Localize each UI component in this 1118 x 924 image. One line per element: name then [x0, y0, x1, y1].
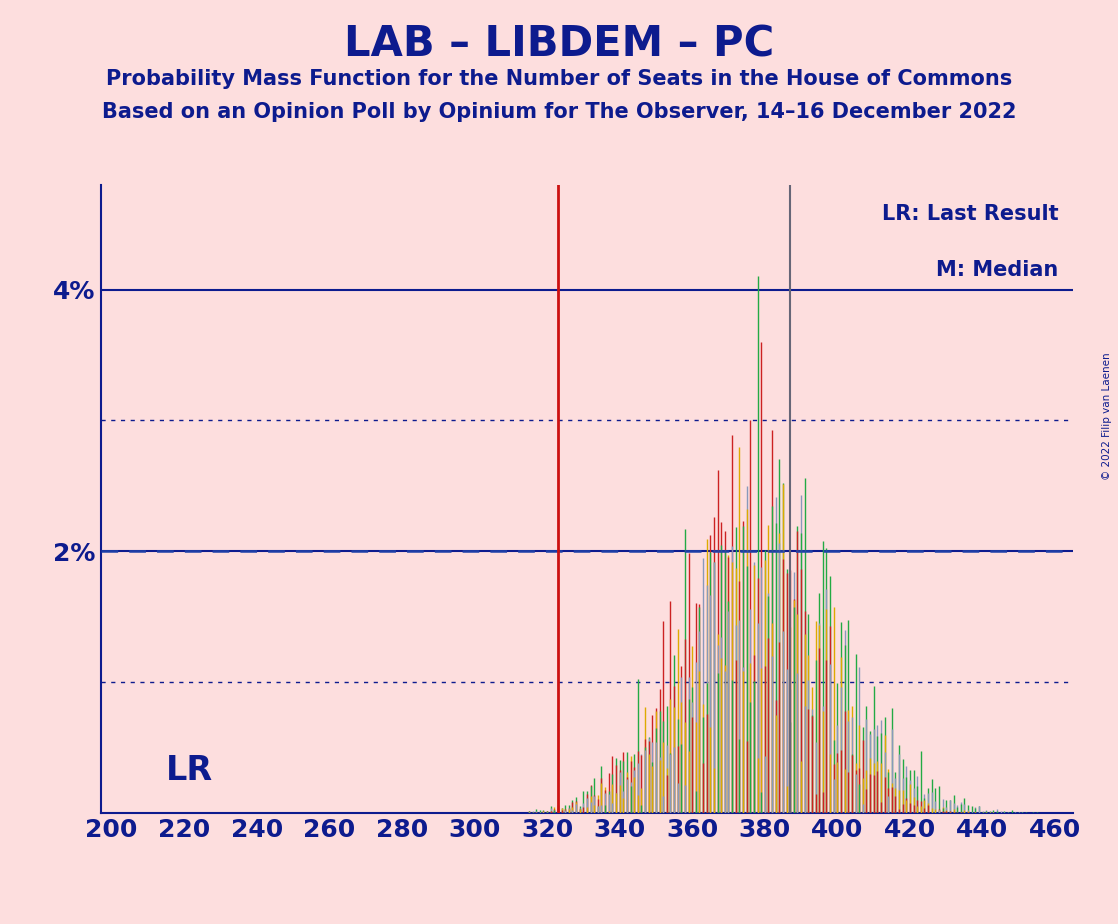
- Text: M: Median: M: Median: [937, 261, 1059, 280]
- Text: LAB – LIBDEM – PC: LAB – LIBDEM – PC: [344, 23, 774, 65]
- Text: Probability Mass Function for the Number of Seats in the House of Commons: Probability Mass Function for the Number…: [106, 69, 1012, 90]
- Text: LR: Last Result: LR: Last Result: [882, 203, 1059, 224]
- Text: Based on an Opinion Poll by Opinium for The Observer, 14–16 December 2022: Based on an Opinion Poll by Opinium for …: [102, 102, 1016, 122]
- Text: © 2022 Filip van Laenen: © 2022 Filip van Laenen: [1102, 352, 1112, 480]
- Text: LR: LR: [165, 754, 214, 787]
